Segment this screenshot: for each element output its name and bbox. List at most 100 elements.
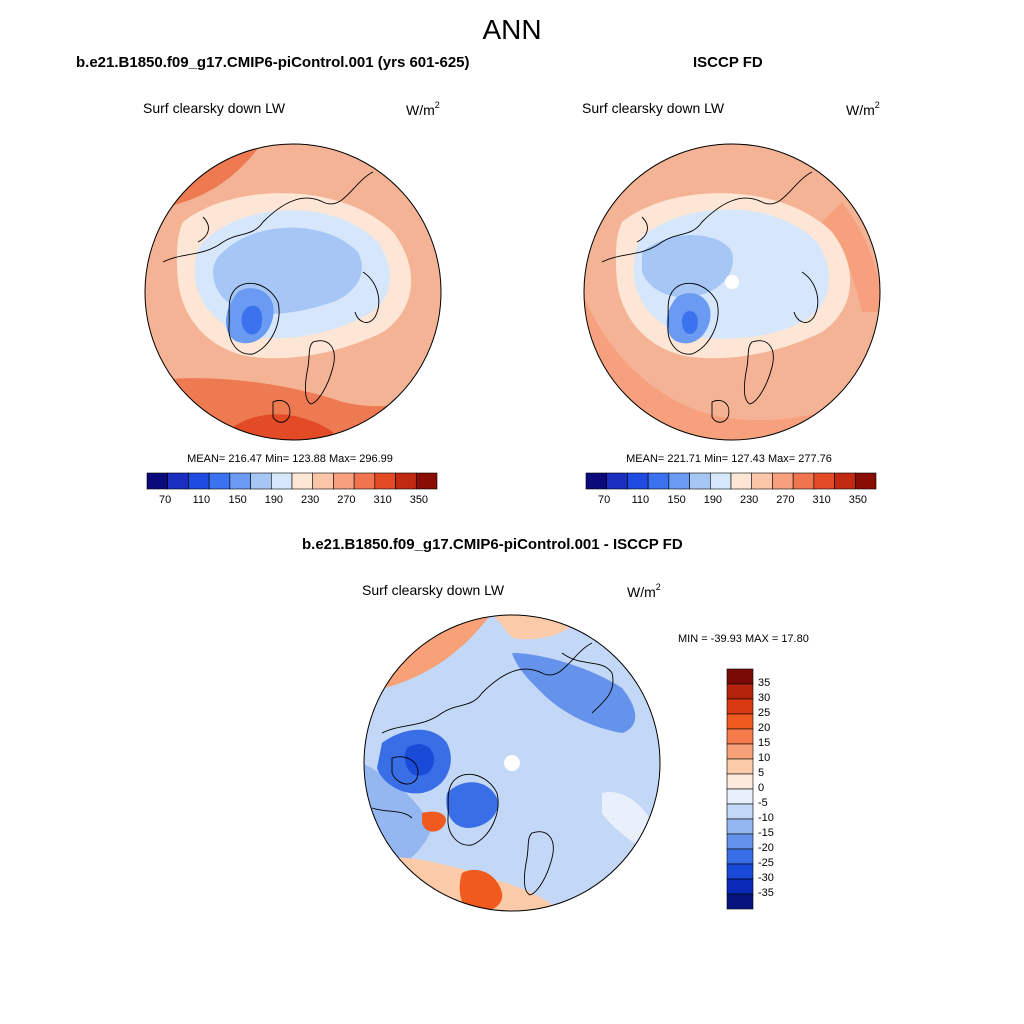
panel-diff-colorbar-tick-label: -15 xyxy=(758,827,774,839)
panel-model-colorbar-tick-label: 150 xyxy=(228,494,247,506)
panel-diff-colorbar-tick-label: -5 xyxy=(758,797,768,809)
panel-obs-colorbar-swatch xyxy=(585,472,608,490)
panel-diff-colorbar-tick-label: 0 xyxy=(758,782,765,794)
panel-obs-colorbar-ticks: 70 110 150 190 230 270 310 350 xyxy=(586,494,876,508)
panel-model-colorbar-swatch xyxy=(208,472,231,490)
panel-obs-colorbar-swatch xyxy=(647,472,670,490)
panel-model-colorbar-tick-label: 230 xyxy=(300,494,320,506)
panel-diff-colorbar-swatch xyxy=(726,668,754,685)
panel-diff-colorbar xyxy=(726,668,754,910)
panel-obs-colorbar-swatch xyxy=(854,472,877,490)
obs-field-warm-south xyxy=(584,292,880,440)
panel-obs-colorbar-tick-label: 110 xyxy=(631,494,650,506)
panel-obs-variable-label: Surf clearsky down LW xyxy=(582,100,725,116)
obs-field-greenland-core xyxy=(682,310,698,334)
panel-model-colorbar-tick-label: 310 xyxy=(373,494,392,506)
panel-diff-colorbar-swatch xyxy=(726,893,754,910)
panel-model-colorbar-swatch xyxy=(167,472,189,490)
panel-obs-colorbar-swatch xyxy=(627,472,649,490)
diff-field-cold-greenland xyxy=(446,782,498,828)
panel-model-stats: MEAN= 216.47 Min= 123.88 Max= 296.99 xyxy=(187,453,393,465)
panel-obs-colorbar-tick-label: 150 xyxy=(667,494,686,506)
obs-field-cold-canada xyxy=(642,235,733,298)
panel-diff-colorbar-swatch xyxy=(726,833,754,850)
panel-obs-colorbar-swatch xyxy=(730,472,753,490)
panel-model-colorbar-swatch xyxy=(270,472,293,490)
panel-obs-units: W/m2 xyxy=(846,100,880,118)
panel-model-colorbar-swatch xyxy=(146,472,169,490)
panel-diff-colorbar-swatch xyxy=(726,818,754,835)
model-map-border xyxy=(144,143,442,441)
panel-diff-case-title: b.e21.B1850.f09_g17.CMIP6-piControl.001 … xyxy=(302,536,683,553)
model-field-hot-spot xyxy=(233,414,333,440)
panel-diff-colorbar-tick-label: 10 xyxy=(758,752,771,764)
panel-model-case-title: b.e21.B1850.f09_g17.CMIP6-piControl.001 … xyxy=(76,54,470,71)
panel-obs-polar-map xyxy=(583,143,881,441)
panel-diff-colorbar-tick-label: -10 xyxy=(758,812,774,824)
panel-diff-colorbar-swatch xyxy=(726,713,754,730)
model-coastlines xyxy=(162,171,380,423)
panel-diff-colorbar-swatch xyxy=(726,698,754,715)
obs-coastlines xyxy=(601,171,819,423)
panel-obs-colorbar xyxy=(585,472,877,490)
panel-obs-colorbar-tick-label: 350 xyxy=(848,494,868,506)
panel-diff-colorbar-tick-label: 25 xyxy=(758,707,771,719)
panel-diff-colorbar-swatch xyxy=(726,773,754,790)
panel-obs-colorbar-tick-label: 270 xyxy=(776,494,795,506)
panel-model-colorbar-swatch xyxy=(188,472,210,490)
diff-field-cold-core xyxy=(404,744,435,776)
panel-obs-colorbar-swatch xyxy=(689,472,711,490)
panel-model-colorbar-swatch xyxy=(374,472,396,490)
panel-model-colorbar-swatch xyxy=(250,472,272,490)
obs-map-border xyxy=(583,143,881,441)
panel-diff-colorbar-swatch xyxy=(726,788,754,805)
obs-field-warm-east xyxy=(822,202,880,312)
panel-diff-colorbar-tick-label: 15 xyxy=(758,737,771,749)
panel-diff-units: W/m2 xyxy=(627,582,661,600)
panel-obs-colorbar-swatch xyxy=(668,472,690,490)
panel-obs-case-title: ISCCP FD xyxy=(693,54,763,71)
diff-coastlines xyxy=(371,642,614,896)
panel-obs-stats: MEAN= 221.71 Min= 127.43 Max= 277.76 xyxy=(626,453,832,465)
panel-model-colorbar-swatch xyxy=(395,472,417,490)
panel-diff-colorbar-tick-label: 5 xyxy=(758,767,765,779)
panel-diff-colorbar-swatch xyxy=(726,743,754,760)
panel-diff-colorbar-swatch xyxy=(726,728,754,745)
diff-field-hot-greenland-w xyxy=(422,811,446,832)
panel-obs-colorbar-swatch xyxy=(834,472,856,490)
panel-diff-colorbar-tick-label: 30 xyxy=(758,692,771,704)
panel-obs-colorbar-swatch xyxy=(709,472,732,490)
panel-diff-colorbar-swatch xyxy=(726,683,754,700)
panel-model-colorbar xyxy=(146,472,438,490)
panel-model-colorbar-tick-label: 350 xyxy=(409,494,429,506)
panel-model-polar-map xyxy=(144,143,442,441)
panel-model-colorbar-swatch xyxy=(333,472,355,490)
panel-diff-colorbar-tick-label: -20 xyxy=(758,842,774,854)
panel-diff-variable-label: Surf clearsky down LW xyxy=(362,582,505,598)
panel-model-colorbar-swatch xyxy=(291,472,314,490)
panel-model-colorbar-swatch xyxy=(312,472,334,490)
panel-diff-stats: MIN = -39.93 MAX = 17.80 xyxy=(678,633,809,645)
panel-model-variable-label: Surf clearsky down LW xyxy=(143,100,286,116)
diff-field-hot-atlantic xyxy=(459,869,503,911)
panel-model-colorbar-tick-label: 270 xyxy=(337,494,356,506)
panel-model-colorbar-ticks: 70 110 150 190 230 270 310 350 xyxy=(147,494,437,508)
panel-diff-colorbar-swatch xyxy=(726,848,754,865)
panel-diff-colorbar-swatch xyxy=(726,803,754,820)
panel-diff-colorbar-swatch xyxy=(726,878,754,895)
diff-field-pole-hole xyxy=(504,755,520,771)
panel-model-colorbar-tick-label: 190 xyxy=(264,494,284,506)
diff-map-border xyxy=(363,614,661,912)
panel-model-units: W/m2 xyxy=(406,100,440,118)
panel-model-colorbar-tick-label: 70 xyxy=(159,494,172,506)
panel-diff-colorbar-tick-label: 20 xyxy=(758,722,771,734)
panel-obs-colorbar-tick-label: 190 xyxy=(703,494,723,506)
panel-obs-colorbar-tick-label: 70 xyxy=(598,494,611,506)
panel-model-colorbar-swatch xyxy=(229,472,251,490)
panel-model-colorbar-tick-label: 110 xyxy=(192,494,211,506)
figure-title: ANN xyxy=(482,14,542,45)
panel-diff-colorbar-swatch xyxy=(726,758,754,775)
panel-model-colorbar-swatch xyxy=(415,472,438,490)
panel-diff-polar-map xyxy=(363,614,661,912)
panel-diff-colorbar-tick-label: 35 xyxy=(758,677,771,689)
